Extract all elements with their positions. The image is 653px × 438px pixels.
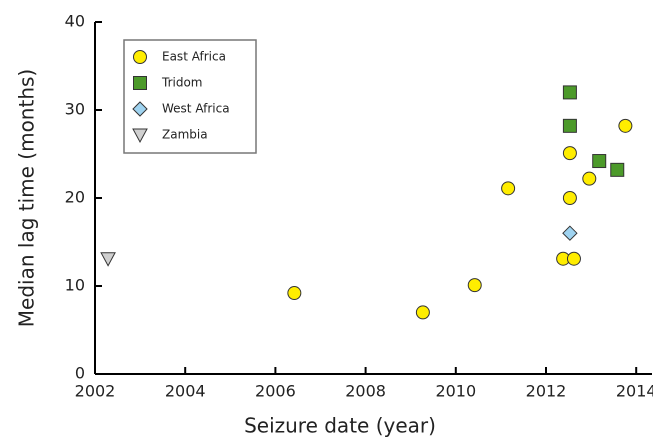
- y-tick-label: 30: [65, 100, 85, 119]
- point: [592, 154, 607, 169]
- y-tick-label: 0: [75, 364, 85, 383]
- x-axis-label: Seizure date (year): [244, 414, 436, 438]
- point: [610, 162, 625, 177]
- point: [562, 146, 577, 161]
- point: [582, 171, 597, 186]
- legend-box: [123, 39, 257, 154]
- x-tick-label: 2006: [255, 382, 296, 401]
- y-tick-label: 40: [65, 12, 85, 31]
- legend-marker: [133, 50, 147, 64]
- point: [287, 286, 302, 301]
- y-tick-label: 10: [65, 276, 85, 295]
- legend-label: West Africa: [162, 102, 230, 116]
- point: [562, 118, 577, 133]
- x-tick-label: 2004: [165, 382, 206, 401]
- point: [415, 305, 430, 320]
- point: [100, 252, 116, 267]
- point: [562, 191, 577, 205]
- legend-marker: [132, 101, 148, 117]
- point: [566, 251, 581, 266]
- point: [562, 85, 577, 100]
- point: [562, 225, 578, 241]
- x-tick-label: 2002: [75, 382, 116, 401]
- y-tick-label: 20: [65, 188, 85, 207]
- point: [467, 278, 482, 293]
- legend-label: Tridom: [161, 76, 202, 90]
- legend-marker: [132, 128, 148, 144]
- legend-marker: [133, 76, 147, 90]
- y-axis-label: Median lag time (months): [15, 69, 39, 327]
- point: [618, 118, 633, 133]
- x-tick-label: 2008: [345, 382, 386, 401]
- x-tick-label: 2010: [435, 382, 476, 401]
- x-tick-label: 2012: [526, 382, 567, 401]
- point: [501, 181, 516, 196]
- x-tick-label: 2014: [616, 382, 653, 401]
- legend-label: Zambia: [162, 128, 208, 142]
- legend-label: East Africa: [162, 50, 226, 64]
